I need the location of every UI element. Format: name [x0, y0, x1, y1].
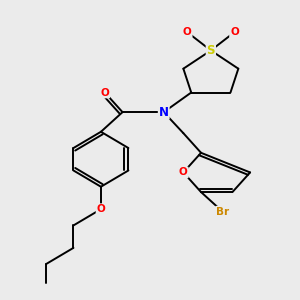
Text: Br: Br: [216, 207, 229, 217]
Text: N: N: [159, 106, 169, 118]
Text: O: O: [100, 88, 109, 98]
Text: O: O: [183, 27, 192, 37]
Text: S: S: [207, 44, 215, 57]
Text: O: O: [179, 167, 188, 177]
Text: O: O: [230, 27, 239, 37]
Text: O: O: [97, 204, 105, 214]
